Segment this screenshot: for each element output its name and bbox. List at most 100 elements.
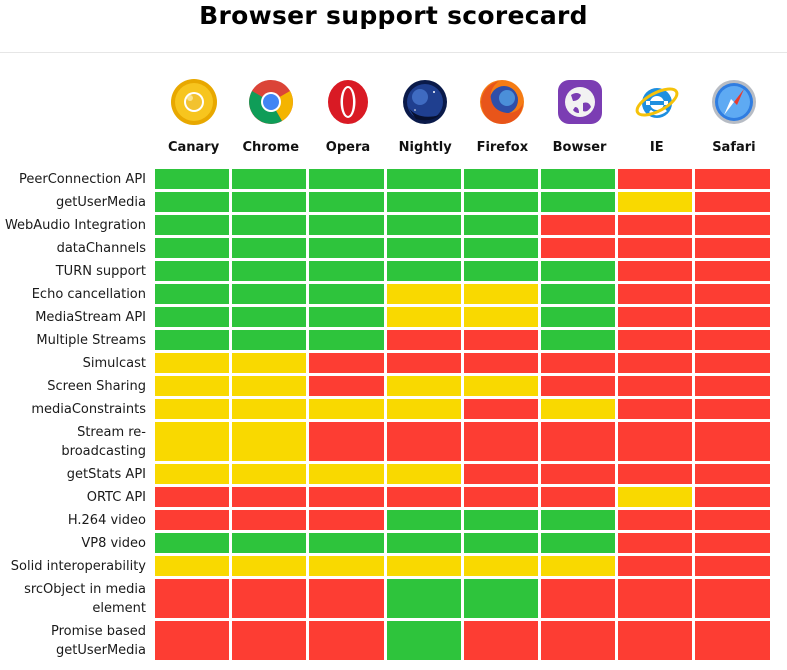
feature-label: getUserMedia xyxy=(55,194,146,210)
status-cell-firefox-yellow xyxy=(463,376,538,396)
status-cell-canary-green xyxy=(155,192,230,212)
browser-header-ie: IE xyxy=(649,140,664,155)
feature-label-line: Stream re- xyxy=(77,424,146,440)
feature-label-line: getUserMedia xyxy=(55,642,146,658)
status-cell-nightly-red xyxy=(386,353,461,373)
status-cell-safari-red xyxy=(695,215,770,235)
status-cell-firefox-green xyxy=(463,579,538,618)
status-cell-firefox-green xyxy=(463,261,538,281)
status-cell-chrome-yellow xyxy=(232,556,307,576)
feature-label: getStats API xyxy=(66,466,146,482)
status-cell-safari-red xyxy=(695,261,770,281)
status-cell-safari-red xyxy=(695,376,770,396)
status-cell-chrome-green xyxy=(232,261,307,281)
status-cell-firefox-green xyxy=(463,533,538,553)
status-cell-firefox-yellow xyxy=(463,284,538,304)
status-cell-ie-red xyxy=(618,261,693,281)
status-cell-opera-green xyxy=(309,238,384,258)
status-cell-bowser-green xyxy=(541,192,616,212)
status-cell-bowser-red xyxy=(541,422,616,461)
browser-header-safari: Safari xyxy=(712,140,756,155)
chrome-canary-icon xyxy=(155,74,232,130)
feature-label: Simulcast xyxy=(82,355,146,371)
feature-label: PeerConnection API xyxy=(19,171,146,187)
status-cell-bowser-red xyxy=(541,353,616,373)
status-cell-opera-yellow xyxy=(309,399,384,419)
feature-label-line: element xyxy=(92,600,146,616)
status-cell-ie-red xyxy=(618,556,693,576)
browser-header-nightly: Nightly xyxy=(398,140,452,155)
status-cell-ie-red xyxy=(618,307,693,327)
feature-label: TURN support xyxy=(55,263,146,279)
status-cell-nightly-green xyxy=(386,510,461,530)
status-cell-canary-green xyxy=(155,284,230,304)
status-cell-safari-red xyxy=(695,621,770,660)
status-cell-canary-green xyxy=(155,307,230,327)
status-cell-canary-red xyxy=(155,579,230,618)
status-cell-nightly-green xyxy=(386,579,461,618)
status-cell-safari-red xyxy=(695,238,770,258)
status-cell-firefox-green xyxy=(463,510,538,530)
status-cell-chrome-green xyxy=(232,307,307,327)
page-title: Browser support scorecard xyxy=(199,1,588,30)
feature-label-line: Promise based xyxy=(50,623,146,639)
status-cell-opera-red xyxy=(309,422,384,461)
status-cell-canary-green xyxy=(155,261,230,281)
status-cell-ie-red xyxy=(618,464,693,484)
status-cell-bowser-red xyxy=(541,487,616,507)
status-cell-bowser-green xyxy=(541,330,616,350)
feature-label: Promise based getUserMedia xyxy=(0,621,146,660)
status-cell-ie-red xyxy=(618,579,693,618)
firefox-nightly-icon xyxy=(387,74,464,130)
status-cell-opera-yellow xyxy=(309,464,384,484)
status-cell-chrome-red xyxy=(232,621,307,660)
status-cell-ie-red xyxy=(618,621,693,660)
status-cell-nightly-green xyxy=(386,533,461,553)
status-cell-canary-green xyxy=(155,533,230,553)
status-cell-chrome-red xyxy=(232,579,307,618)
status-cell-chrome-green xyxy=(232,192,307,212)
status-cell-ie-red xyxy=(618,422,693,461)
status-cell-safari-red xyxy=(695,510,770,530)
feature-label: mediaConstraints xyxy=(31,401,146,417)
status-cell-firefox-red xyxy=(463,330,538,350)
status-cell-nightly-yellow xyxy=(386,556,461,576)
status-cell-firefox-red xyxy=(463,621,538,660)
status-cell-safari-red xyxy=(695,399,770,419)
status-cell-opera-green xyxy=(309,284,384,304)
status-cell-chrome-yellow xyxy=(232,353,307,373)
status-cell-chrome-yellow xyxy=(232,376,307,396)
status-cell-opera-green xyxy=(309,215,384,235)
status-cell-nightly-green xyxy=(386,192,461,212)
status-cell-opera-red xyxy=(309,510,384,530)
status-cell-chrome-yellow xyxy=(232,464,307,484)
status-cell-ie-red xyxy=(618,215,693,235)
status-cell-bowser-green xyxy=(541,169,616,189)
status-cell-chrome-yellow xyxy=(232,399,307,419)
status-cell-canary-yellow xyxy=(155,353,230,373)
feature-label: ORTC API xyxy=(86,489,146,505)
status-cell-safari-red xyxy=(695,284,770,304)
status-cell-chrome-green xyxy=(232,284,307,304)
status-cell-canary-yellow xyxy=(155,422,230,461)
status-cell-nightly-green xyxy=(386,215,461,235)
status-cell-ie-red xyxy=(618,376,693,396)
status-cell-safari-red xyxy=(695,556,770,576)
status-cell-nightly-red xyxy=(386,330,461,350)
status-cell-chrome-green xyxy=(232,330,307,350)
status-cell-nightly-green xyxy=(386,169,461,189)
status-cell-canary-green xyxy=(155,238,230,258)
status-cell-ie-red xyxy=(618,238,693,258)
status-cell-opera-green xyxy=(309,192,384,212)
feature-label: Solid interoperability xyxy=(10,558,146,574)
status-cell-bowser-red xyxy=(541,621,616,660)
feature-label: H.264 video xyxy=(67,512,146,528)
status-cell-nightly-green xyxy=(386,261,461,281)
status-cell-safari-red xyxy=(695,533,770,553)
status-cell-nightly-red xyxy=(386,487,461,507)
status-cell-canary-red xyxy=(155,621,230,660)
status-cell-opera-green xyxy=(309,330,384,350)
status-cell-nightly-yellow xyxy=(386,307,461,327)
status-cell-chrome-red xyxy=(232,487,307,507)
status-cell-canary-green xyxy=(155,215,230,235)
